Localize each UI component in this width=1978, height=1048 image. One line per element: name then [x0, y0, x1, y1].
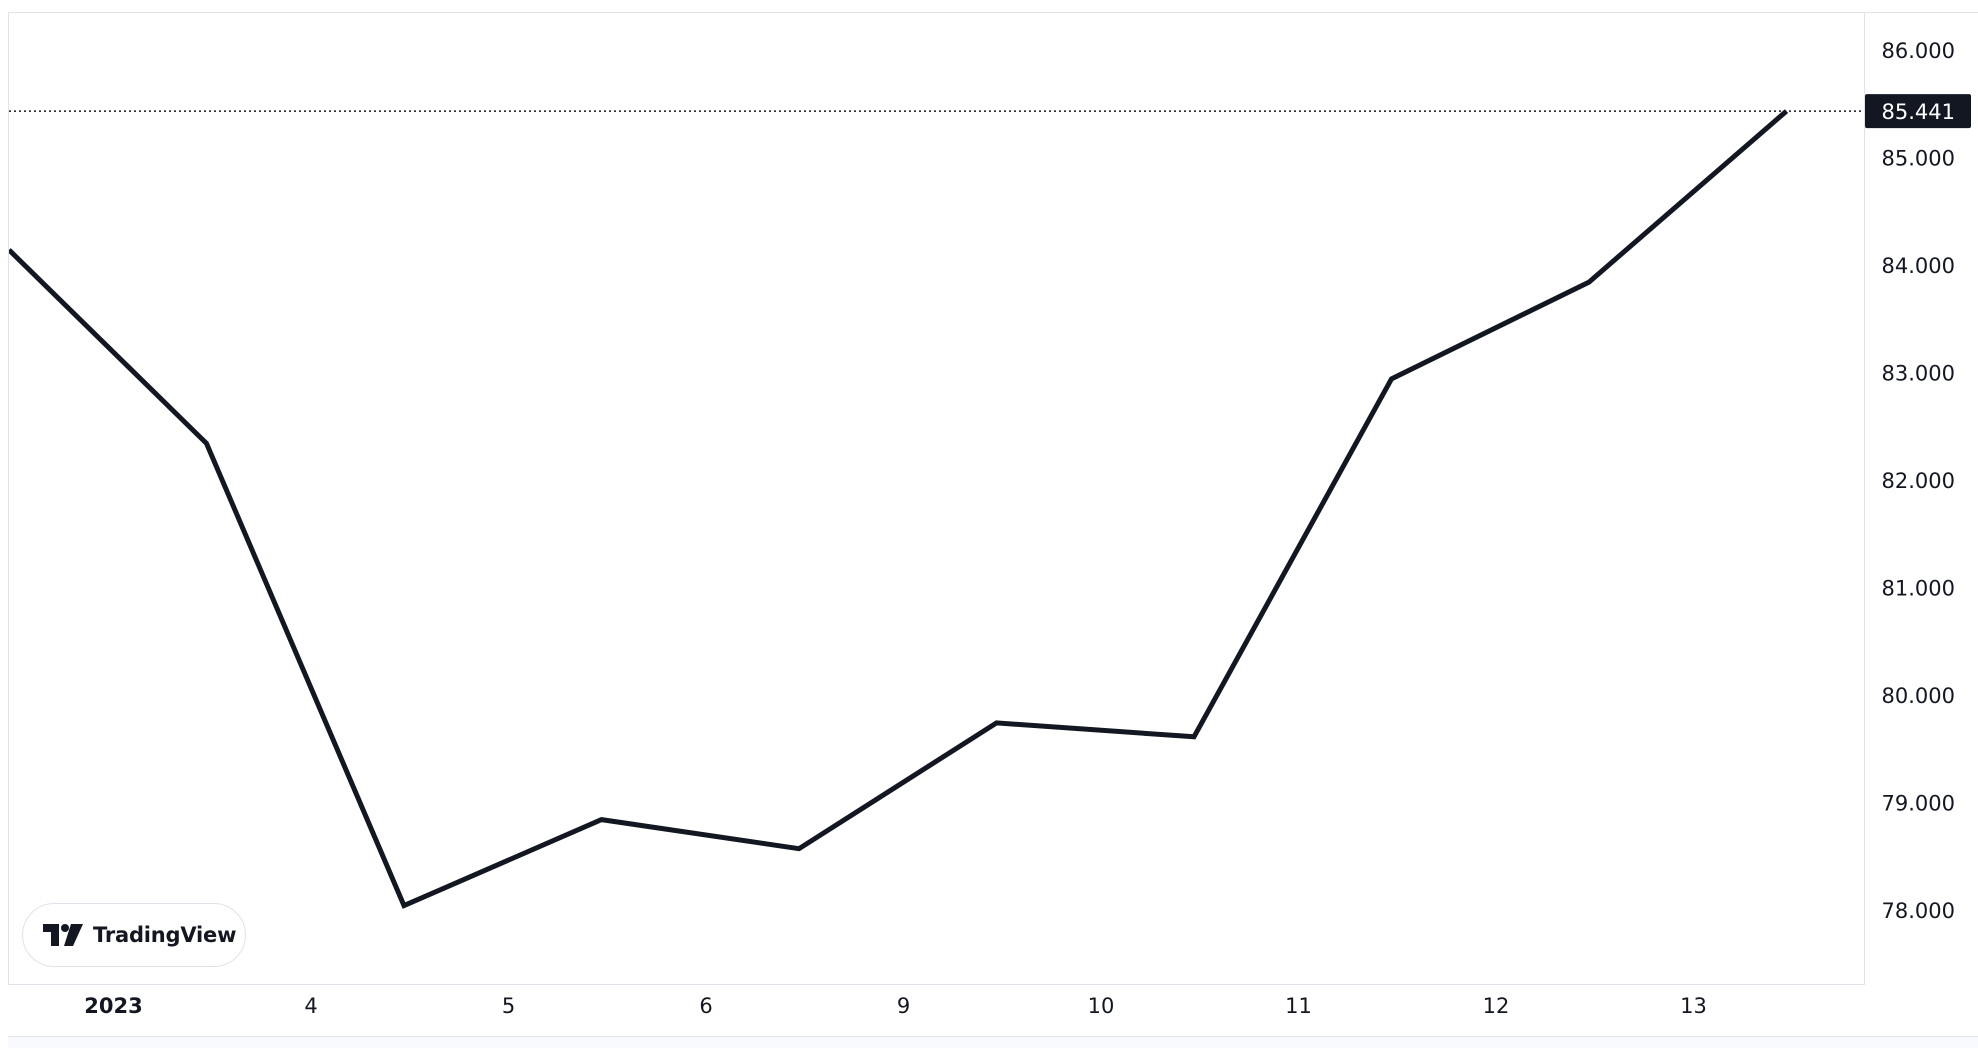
series-line[interactable]: [9, 109, 1789, 909]
watermark-text: TradingView: [93, 923, 237, 947]
x-tick-label: 11: [1285, 994, 1312, 1018]
last-price-marker: 85.441: [1865, 94, 1971, 129]
x-tick-label: 10: [1088, 994, 1115, 1018]
y-tick-label: 78.000: [1882, 899, 1955, 923]
x-tick-label: 4: [304, 994, 317, 1018]
last-price-label: 85.441: [1882, 100, 1955, 124]
data-point[interactable]: [1784, 108, 1790, 114]
x-tick-label: 2023: [84, 994, 142, 1018]
y-tick-label: 85.000: [1882, 147, 1955, 171]
y-tick-label: 86.000: [1882, 39, 1955, 63]
data-point[interactable]: [994, 720, 1000, 726]
data-point[interactable]: [1586, 279, 1592, 285]
x-tick-label: 12: [1483, 994, 1510, 1018]
bottom-toolbar-strip: [8, 1036, 1978, 1048]
price-axis[interactable]: 86.000 85.000 84.000 83.000 82.000 81.000 80.0…: [1882, 39, 1955, 923]
x-tick-label: 6: [699, 994, 712, 1018]
y-tick-label: 84.000: [1882, 254, 1955, 278]
data-point[interactable]: [1191, 734, 1197, 740]
data-point[interactable]: [204, 440, 210, 446]
data-point[interactable]: [6, 247, 12, 253]
time-axis[interactable]: 2023 4 5 6 9 10 11 12 13: [84, 994, 1707, 1018]
y-tick-label: 82.000: [1882, 469, 1955, 493]
price-axis-top-border: [1865, 12, 1978, 13]
tradingview-logo-icon: [43, 924, 83, 946]
x-tick-label: 9: [897, 994, 910, 1018]
x-tick-label: 13: [1680, 994, 1707, 1018]
plot-area[interactable]: [6, 108, 1864, 909]
y-tick-label: 80.000: [1882, 684, 1955, 708]
data-point[interactable]: [1389, 376, 1395, 382]
y-tick-label: 81.000: [1882, 577, 1955, 601]
data-point[interactable]: [796, 846, 802, 852]
x-tick-label: 5: [502, 994, 515, 1018]
data-point[interactable]: [599, 817, 605, 823]
tradingview-watermark[interactable]: TradingView: [22, 903, 246, 967]
data-point[interactable]: [401, 903, 407, 909]
y-tick-label: 83.000: [1882, 362, 1955, 386]
last-price-badge: [1865, 94, 1971, 129]
y-tick-label: 79.000: [1882, 792, 1955, 816]
